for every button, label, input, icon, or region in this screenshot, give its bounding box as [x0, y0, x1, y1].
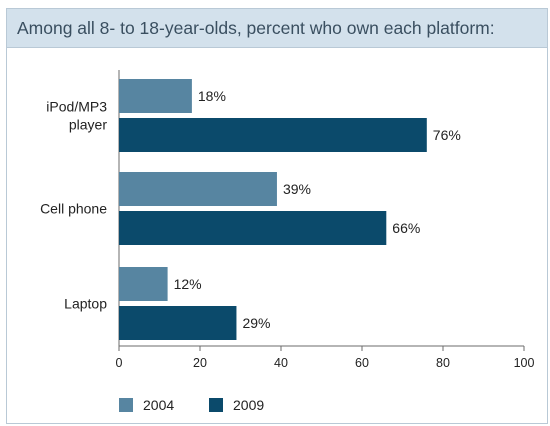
bar-label-2009-2: 29% — [242, 315, 270, 331]
chart-title: Among all 8- to 18-year-olds, percent wh… — [17, 18, 495, 38]
category-label-0-1: player — [69, 117, 107, 133]
category-label-2-0: Laptop — [64, 296, 107, 312]
bar-2009-0 — [119, 118, 427, 152]
bar-2009-1 — [119, 211, 387, 245]
bar-label-2004-1: 39% — [283, 181, 311, 197]
x-tick-label-80: 80 — [436, 356, 450, 370]
chart-frame: Among all 8- to 18-year-olds, percent wh… — [6, 8, 548, 424]
bar-label-2009-1: 66% — [392, 220, 420, 236]
x-tick-label-100: 100 — [514, 356, 535, 370]
bar-2009-2 — [119, 306, 237, 340]
category-label-0-0: iPod/MP3 — [46, 99, 107, 115]
bar-label-2009-0: 76% — [433, 127, 461, 143]
bar-label-2004-0: 18% — [198, 88, 226, 104]
bar-2004-1 — [119, 172, 277, 206]
legend-label-2009: 2009 — [233, 397, 264, 413]
category-label-1-0: Cell phone — [40, 201, 107, 217]
title-bar: Among all 8- to 18-year-olds, percent wh… — [7, 8, 547, 48]
legend-label-2004: 2004 — [143, 397, 174, 413]
x-tick-label-0: 0 — [116, 356, 123, 370]
legend-swatch-2009 — [209, 398, 223, 412]
legend-swatch-2004 — [119, 398, 133, 412]
bar-2004-2 — [119, 267, 168, 301]
x-tick-label-20: 20 — [193, 356, 207, 370]
bar-2004-0 — [119, 79, 192, 113]
x-tick-label-40: 40 — [274, 356, 288, 370]
x-tick-label-60: 60 — [355, 356, 369, 370]
bar-label-2004-2: 12% — [174, 276, 202, 292]
